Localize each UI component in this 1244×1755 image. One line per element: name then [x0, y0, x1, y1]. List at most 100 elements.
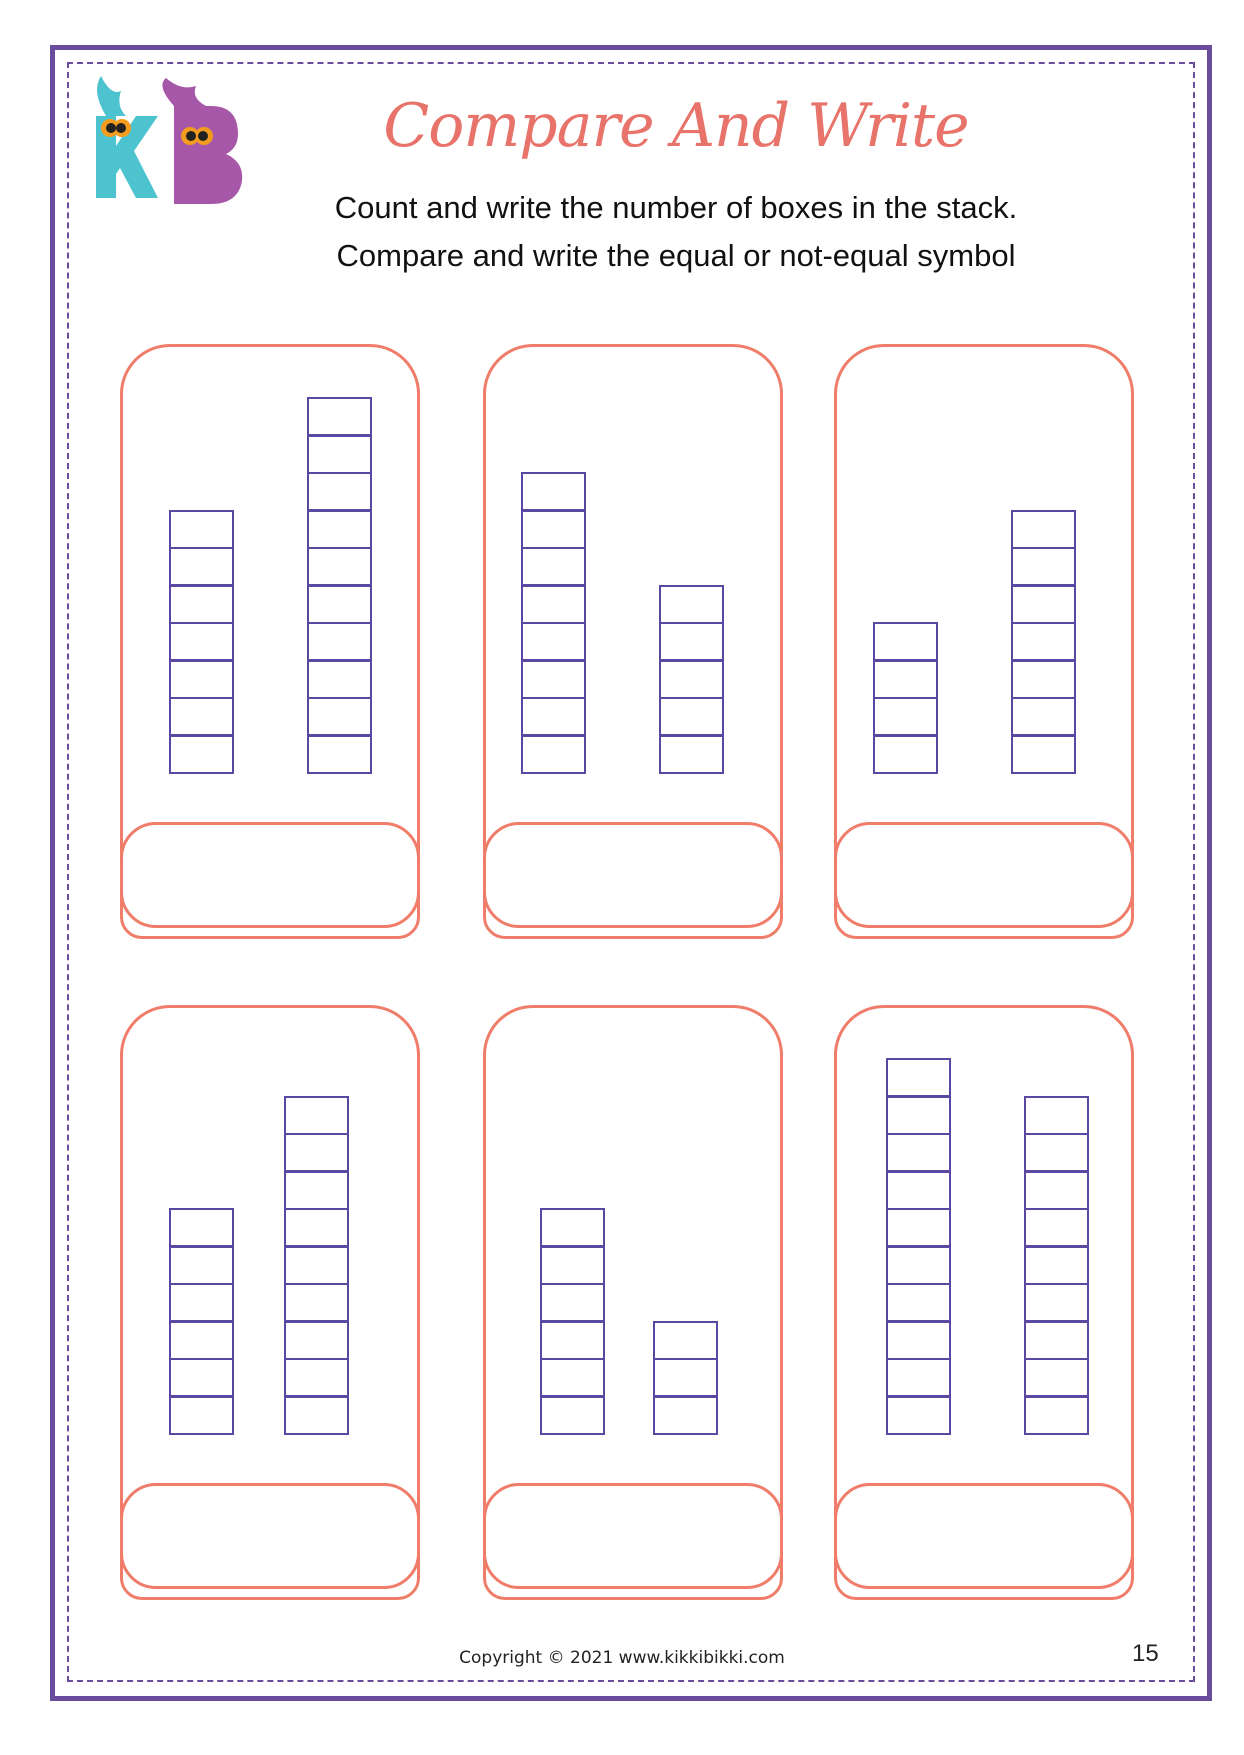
- card-outline: [834, 344, 1134, 939]
- left-stack-box: [169, 1245, 234, 1285]
- answer-box[interactable]: [483, 1483, 783, 1589]
- left-stack-box: [169, 1283, 234, 1322]
- right-stack-box: [1011, 697, 1076, 736]
- right-stack-box: [1024, 1245, 1089, 1285]
- right-stack-box: [284, 1095, 349, 1135]
- right-stack-box: [284, 1208, 349, 1247]
- right-stack-box: [1024, 1358, 1089, 1397]
- left-stack-box: [521, 659, 586, 699]
- left-stack-box: [886, 1058, 951, 1097]
- right-stack-box: [284, 1245, 349, 1285]
- copyright-text: Copyright © 2021 www.kikkibikki.com: [459, 1648, 785, 1668]
- right-stack-box: [1011, 659, 1076, 699]
- card-outline: [483, 344, 783, 939]
- left-stack-box: [886, 1358, 951, 1397]
- right-stack-box: [1024, 1283, 1089, 1322]
- right-stack-box: [307, 434, 372, 474]
- right-stack-box: [1011, 547, 1076, 586]
- right-stack-box: [659, 697, 724, 736]
- left-stack-box: [169, 1208, 234, 1247]
- page-dashed-border: [67, 62, 1195, 1682]
- left-stack-box: [886, 1283, 951, 1322]
- left-stack-box: [540, 1395, 605, 1435]
- right-stack-box: [1024, 1133, 1089, 1172]
- exercise-card: [834, 1005, 1134, 1600]
- left-stack-box: [521, 547, 586, 586]
- right-stack-box: [659, 659, 724, 699]
- right-stack-box: [284, 1358, 349, 1397]
- answer-box[interactable]: [834, 1483, 1134, 1589]
- right-stack-box: [653, 1320, 718, 1360]
- answer-box[interactable]: [120, 822, 420, 928]
- right-stack-box: [284, 1133, 349, 1172]
- right-stack-box: [307, 659, 372, 699]
- kikkibikki-logo: [96, 76, 243, 204]
- exercise-card: [483, 1005, 783, 1600]
- left-stack-box: [886, 1170, 951, 1210]
- right-stack-box: [1024, 1208, 1089, 1247]
- left-stack-box: [886, 1245, 951, 1285]
- exercise-card: [120, 344, 420, 939]
- left-stack-box: [169, 509, 234, 549]
- card-outline: [834, 1005, 1134, 1600]
- right-stack-box: [1024, 1320, 1089, 1360]
- left-stack-box: [873, 622, 938, 661]
- instructions: Count and write the number of boxes in t…: [230, 184, 1122, 280]
- answer-box[interactable]: [834, 822, 1134, 928]
- left-stack-box: [886, 1395, 951, 1435]
- right-stack-box: [284, 1283, 349, 1322]
- right-stack-box: [1011, 622, 1076, 661]
- right-stack-box: [307, 734, 372, 774]
- right-stack-box: [1011, 734, 1076, 774]
- right-stack-box: [284, 1170, 349, 1210]
- left-stack-box: [873, 697, 938, 736]
- left-stack-box: [169, 1320, 234, 1360]
- right-stack-box: [307, 584, 372, 624]
- left-stack-box: [169, 1395, 234, 1435]
- exercise-card: [483, 344, 783, 939]
- right-stack-box: [659, 622, 724, 661]
- answer-box[interactable]: [120, 1483, 420, 1589]
- right-stack-box: [1024, 1395, 1089, 1435]
- left-stack-box: [169, 697, 234, 736]
- card-outline: [120, 1005, 420, 1600]
- left-stack-box: [521, 584, 586, 624]
- left-stack-box: [540, 1320, 605, 1360]
- left-stack-box: [886, 1095, 951, 1135]
- left-stack-box: [886, 1320, 951, 1360]
- left-stack-box: [169, 734, 234, 774]
- worksheet-title: Compare And Write: [383, 91, 969, 161]
- right-stack-box: [1024, 1170, 1089, 1210]
- exercise-card: [834, 344, 1134, 939]
- left-stack-box: [169, 584, 234, 624]
- right-stack-box: [653, 1358, 718, 1397]
- left-stack-box: [521, 697, 586, 736]
- right-stack-box: [284, 1395, 349, 1435]
- card-outline: [120, 344, 420, 939]
- instruction-line-2: Compare and write the equal or not-equal…: [336, 238, 1016, 273]
- left-stack-box: [521, 622, 586, 661]
- right-stack-box: [659, 734, 724, 774]
- right-stack-box: [307, 397, 372, 436]
- right-stack-box: [659, 584, 724, 624]
- left-stack-box: [521, 734, 586, 774]
- left-stack-box: [873, 734, 938, 774]
- page-border: [50, 45, 1212, 1701]
- left-stack-box: [169, 547, 234, 586]
- card-outline: [483, 1005, 783, 1600]
- left-stack-box: [873, 659, 938, 699]
- left-stack-box: [521, 509, 586, 549]
- left-stack-box: [169, 1358, 234, 1397]
- left-stack-box: [540, 1208, 605, 1247]
- right-stack-box: [307, 472, 372, 511]
- left-stack-box: [521, 472, 586, 511]
- left-stack-box: [540, 1283, 605, 1322]
- right-stack-box: [1024, 1095, 1089, 1135]
- right-stack-box: [307, 547, 372, 586]
- left-stack-box: [886, 1133, 951, 1172]
- right-stack-box: [307, 622, 372, 661]
- right-stack-box: [653, 1395, 718, 1435]
- left-stack-box: [540, 1358, 605, 1397]
- right-stack-box: [1011, 584, 1076, 624]
- answer-box[interactable]: [483, 822, 783, 928]
